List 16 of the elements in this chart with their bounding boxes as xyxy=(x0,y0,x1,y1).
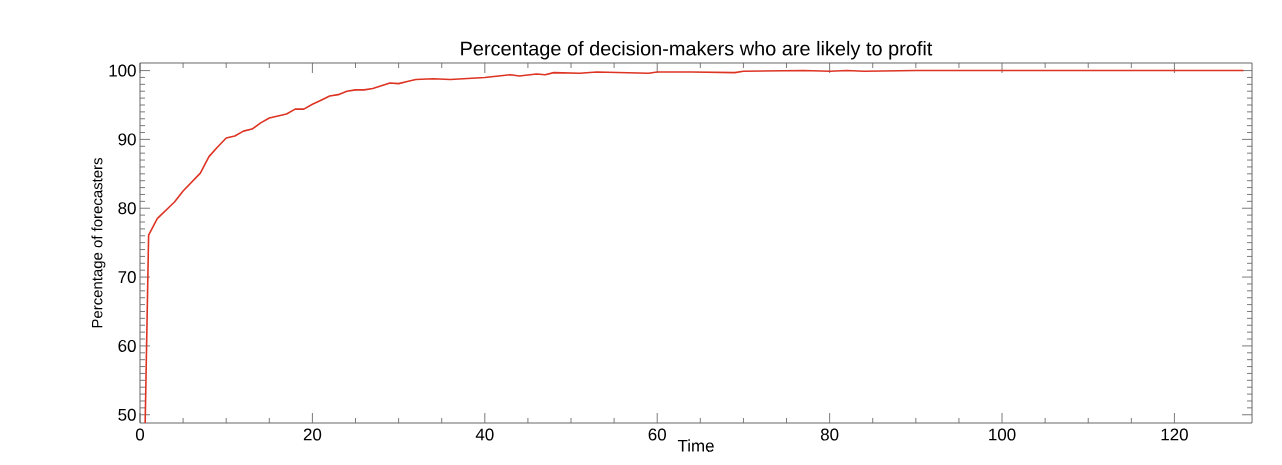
y-tick-label: 80 xyxy=(118,202,136,215)
x-tick-label: 100 xyxy=(989,428,1016,441)
y-tick-label: 100 xyxy=(109,64,136,77)
x-tick-label: 80 xyxy=(820,428,839,441)
y-axis-title: Percentage of forecasters xyxy=(91,158,106,328)
x-tick-label: 20 xyxy=(303,428,322,441)
x-tick-label: 40 xyxy=(475,428,494,441)
y-tick-label: 60 xyxy=(118,339,136,352)
y-tick-label: 50 xyxy=(118,408,136,421)
x-tick-label: 120 xyxy=(1161,428,1188,441)
chart-title: Percentage of decision-makers who are likely to profit xyxy=(461,40,933,60)
x-tick-label: 0 xyxy=(135,428,145,441)
y-tick-label: 70 xyxy=(118,271,136,284)
x-axis-title: Time xyxy=(677,439,714,452)
x-tick-label: 60 xyxy=(648,428,666,441)
y-tick-label: 90 xyxy=(118,133,136,146)
